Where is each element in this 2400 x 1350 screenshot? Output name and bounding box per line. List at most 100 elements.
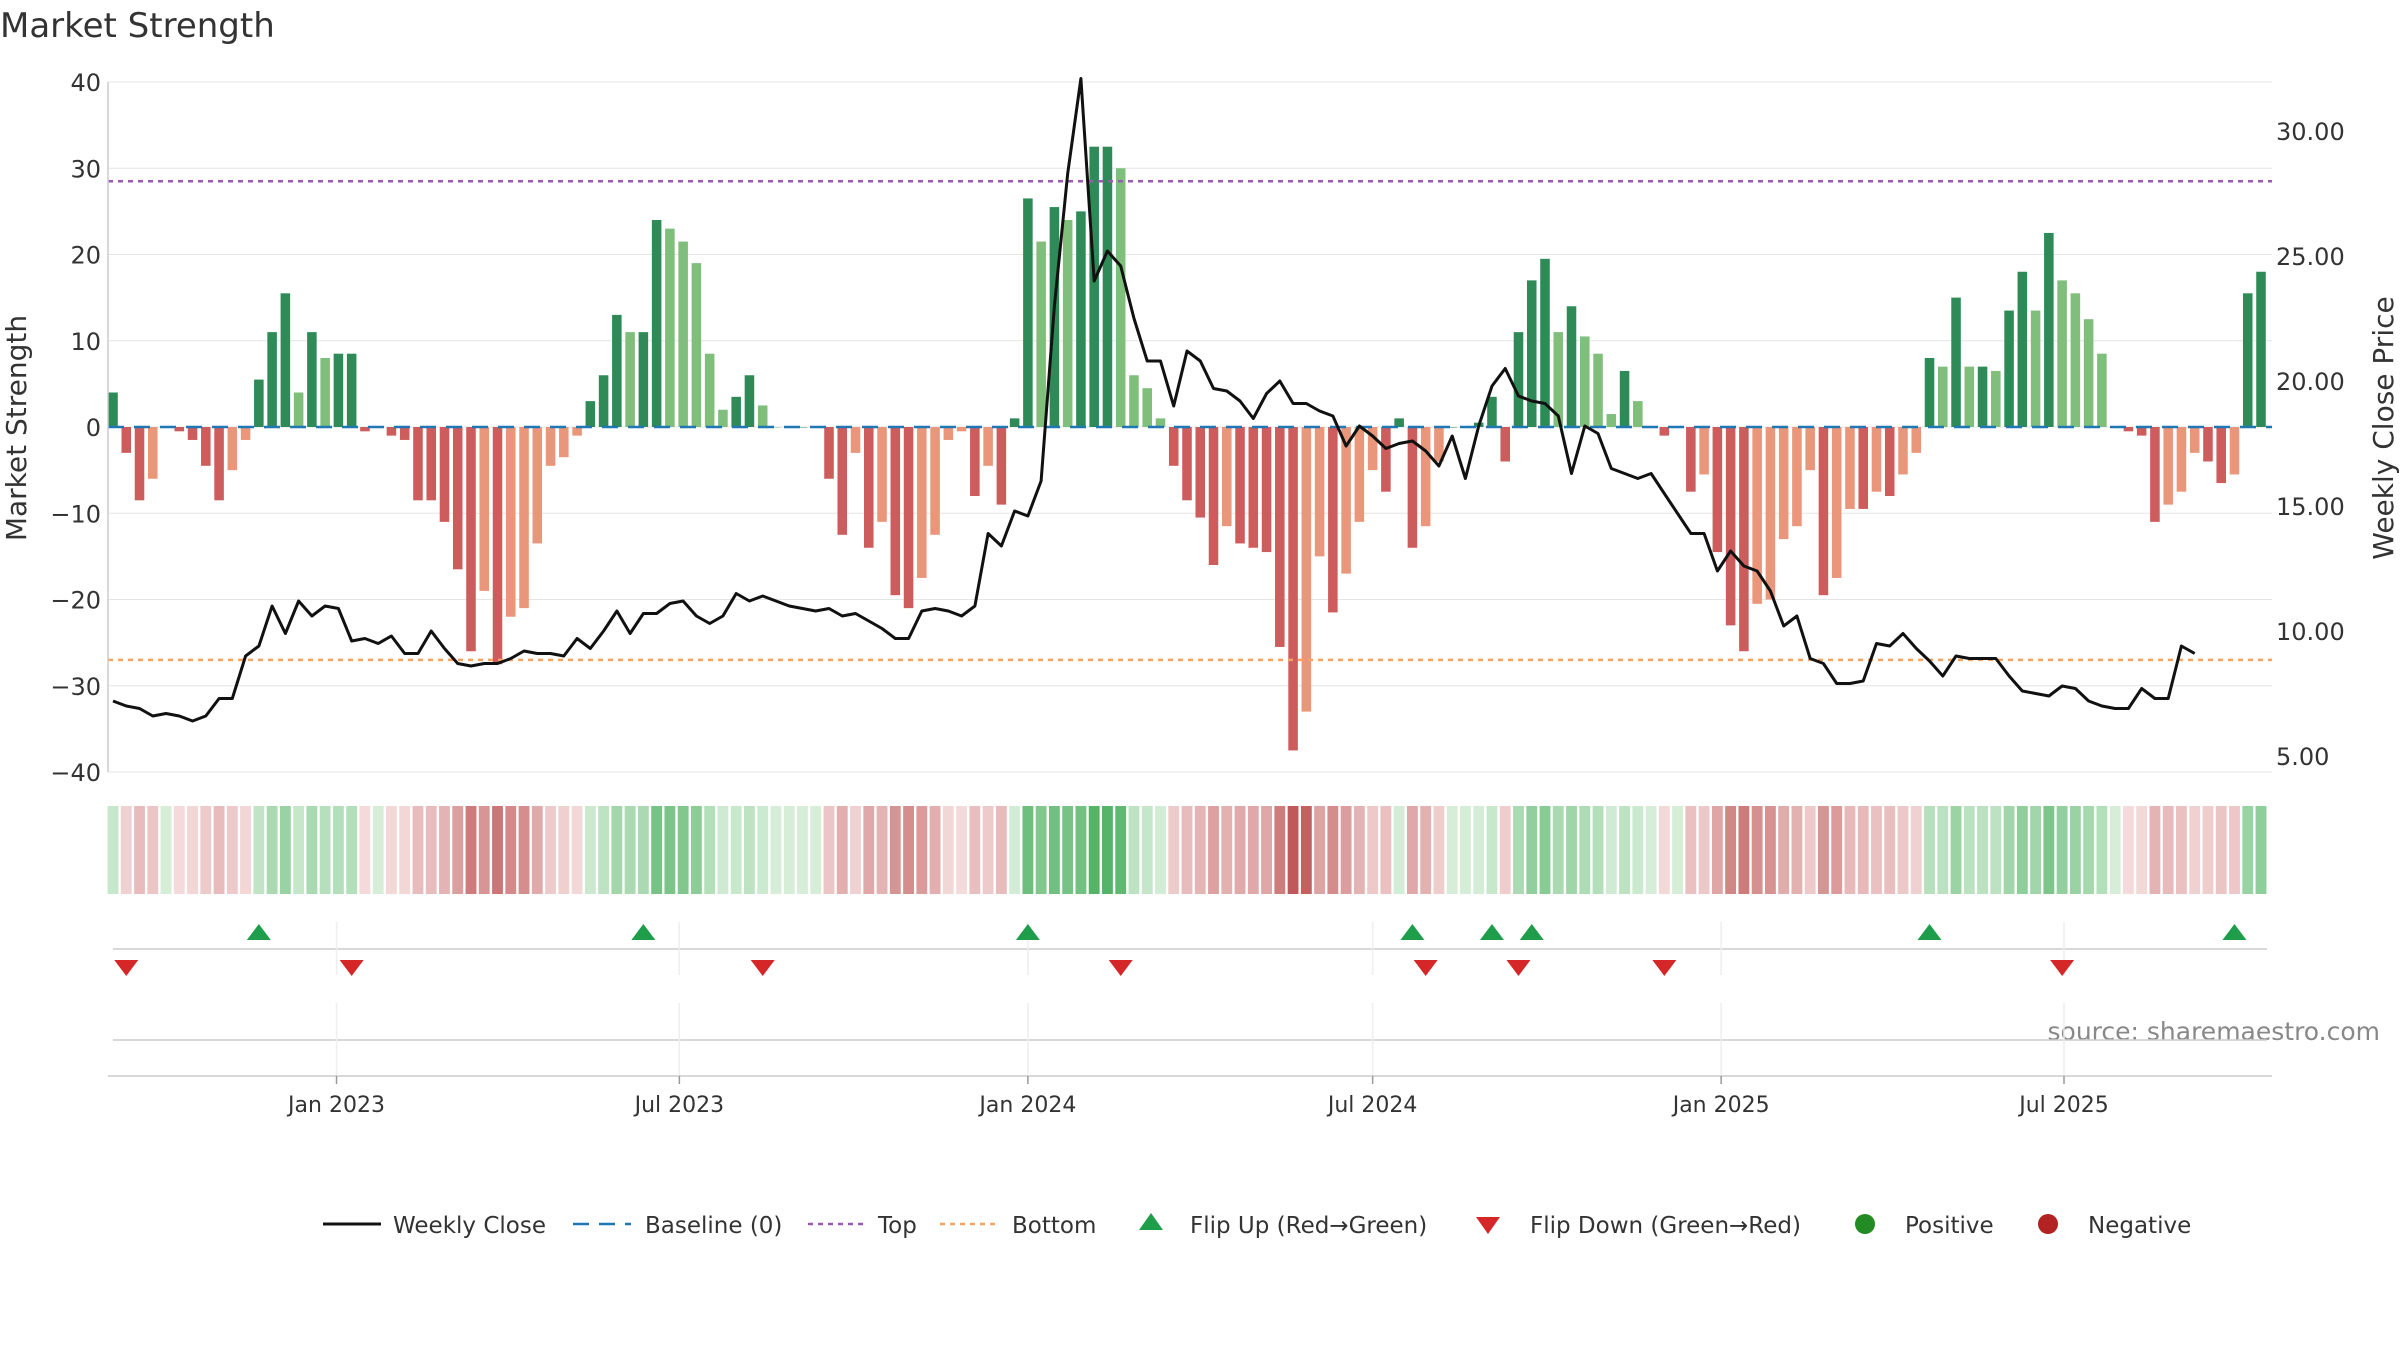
heat-cell: [1698, 806, 1710, 894]
strength-bar: [2044, 232, 2054, 427]
heat-cell: [412, 806, 424, 894]
chart-title: Market Strength: [0, 6, 275, 46]
strength-bar: [2203, 427, 2213, 462]
heat-cell: [2003, 806, 2015, 894]
x-tick-label: Jul 2024: [1326, 1093, 1418, 1118]
y-tick-label: −10: [50, 500, 101, 528]
heat-cell: [889, 806, 901, 894]
heat-cell: [1778, 806, 1790, 894]
y-tick-label: −30: [50, 673, 101, 701]
strength-bar: [1407, 427, 1418, 548]
strength-bar: [612, 314, 622, 427]
heat-cell: [571, 806, 583, 894]
strength-bar: [1898, 427, 1908, 475]
strength-bar: [2136, 427, 2147, 436]
heat-cell: [425, 806, 437, 894]
flip-down-marker: [1652, 960, 1677, 976]
strength-bar: [1831, 427, 1842, 578]
heat-cell: [2215, 806, 2227, 894]
strength-bar: [267, 332, 277, 427]
heat-cell: [1963, 806, 1975, 894]
heat-cell: [969, 806, 981, 894]
strength-bar: [506, 427, 516, 617]
strength-bar: [1248, 427, 1259, 548]
strength-bar: [1155, 418, 1166, 427]
strength-bar: [1487, 396, 1497, 427]
legend-label: Baseline (0): [645, 1213, 782, 1239]
x-tick-label: Jul 2025: [2017, 1093, 2109, 1118]
heat-cell: [160, 806, 172, 894]
strength-bar: [240, 427, 251, 440]
strength-bar: [2163, 427, 2173, 505]
heat-cell: [1592, 806, 1604, 894]
strength-bar: [426, 427, 436, 501]
strength-bar: [1792, 427, 1802, 527]
strength-bar: [1235, 427, 1245, 544]
strength-bar: [1911, 427, 1922, 453]
strength-bar: [1951, 297, 1961, 427]
strength-bar: [1102, 146, 1113, 427]
legend-swatch-positive: [1855, 1214, 1875, 1234]
strength-bar: [1858, 427, 1868, 509]
heat-cell: [730, 806, 742, 894]
strength-bar: [466, 427, 476, 652]
heat-cell: [1274, 806, 1286, 894]
strength-bar: [346, 353, 357, 427]
heat-cell: [1420, 806, 1432, 894]
heat-cell: [1831, 806, 1843, 894]
strength-bar: [2229, 427, 2240, 475]
legend-label: Negative: [2088, 1213, 2191, 1239]
strength-bar: [1977, 366, 1988, 427]
heat-cell: [1685, 806, 1697, 894]
strength-bar: [2083, 319, 2094, 427]
flip-up-marker: [1917, 924, 1942, 940]
heat-cell: [1804, 806, 1816, 894]
heat-cell: [637, 806, 649, 894]
strength-bar: [201, 427, 211, 466]
y-tick-label: 20: [70, 242, 101, 270]
source-text: source: sharemaestro.com: [2048, 1017, 2381, 1046]
heat-cell: [1486, 806, 1498, 894]
strength-bar: [1367, 427, 1378, 471]
legend-label: Flip Up (Red→Green): [1190, 1213, 1427, 1239]
strength-bar: [360, 427, 370, 432]
strength-bar: [1275, 427, 1285, 647]
heat-cell: [1327, 806, 1339, 894]
legend-item-top: Top: [808, 1213, 917, 1239]
strength-bar: [452, 427, 463, 570]
strength-bar: [2242, 293, 2253, 427]
strength-bar: [532, 427, 543, 544]
flip-down-marker: [1413, 960, 1438, 976]
y-tick-label: 0: [86, 414, 101, 442]
heat-cell: [2229, 806, 2240, 894]
flip-down-marker: [750, 960, 775, 976]
strength-bar: [824, 427, 834, 479]
strength-bar: [2256, 271, 2266, 427]
heat-cell: [1950, 806, 1962, 894]
strength-bar: [797, 427, 808, 428]
weekly-close-line: [112, 77, 2196, 723]
heat-cell: [2069, 806, 2081, 894]
heat-cell: [823, 806, 835, 894]
heat-cell: [478, 806, 490, 894]
strength-bar: [1341, 427, 1351, 574]
heat-cell: [2096, 806, 2108, 894]
axes: 40 30 20 10 0 −10 −20 −30 −40 30.00 25.00 20.00 15.0…: [50, 69, 2344, 787]
heat-cell: [1526, 806, 1538, 894]
strength-bar: [254, 379, 264, 427]
heat-cell: [2016, 806, 2028, 894]
heat-cell: [134, 806, 145, 894]
heat-cell: [332, 806, 344, 894]
heat-cell: [1645, 806, 1657, 894]
strength-bar: [2017, 271, 2028, 427]
strength-bar: [598, 375, 609, 427]
flip-markers-panel: [113, 922, 2267, 1075]
heat-cell: [1764, 806, 1776, 894]
heat-cell: [1605, 806, 1617, 894]
strength-bar: [1023, 198, 1033, 427]
heat-cell: [1088, 806, 1100, 894]
strength-bar: [1381, 427, 1391, 492]
strength-bar: [1606, 414, 1617, 427]
strength-bar: [2070, 293, 2081, 427]
strength-bar: [492, 427, 503, 665]
